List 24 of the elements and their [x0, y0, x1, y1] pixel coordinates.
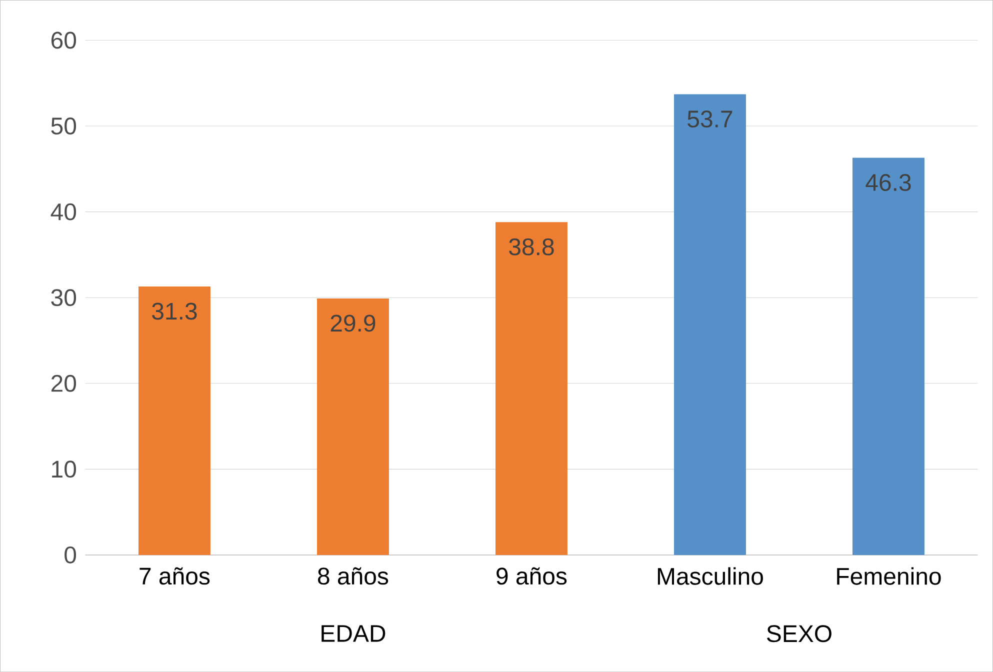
x-tick-label: 8 años	[318, 567, 388, 585]
bar	[852, 158, 924, 555]
y-tick-label: 30	[51, 289, 76, 306]
text: SEXO	[766, 625, 832, 642]
data-label: 29.9	[330, 314, 376, 332]
data-label: 31.3	[152, 302, 197, 320]
bar	[674, 94, 746, 555]
x-tick-label: 7 años	[140, 567, 210, 585]
x-tick-label: Masculino	[658, 567, 763, 585]
bar	[496, 222, 568, 555]
data-label: 38.8	[509, 238, 554, 256]
x-tick-label: Femenino	[837, 567, 941, 585]
y-tick-label: 60	[51, 32, 76, 49]
data-label: 53.7	[688, 110, 732, 128]
x-tick-label: 9 años	[496, 567, 567, 585]
text: EDAD	[322, 625, 386, 642]
bar	[317, 298, 389, 555]
y-tick-label: 50	[51, 117, 76, 134]
y-tick-label: 0	[64, 546, 76, 564]
bar	[138, 286, 210, 555]
data-label: 46.3	[866, 174, 911, 191]
y-tick-label: 40	[50, 203, 76, 220]
y-tick-label: 10	[52, 460, 76, 478]
y-tick-label: 20	[51, 374, 76, 392]
